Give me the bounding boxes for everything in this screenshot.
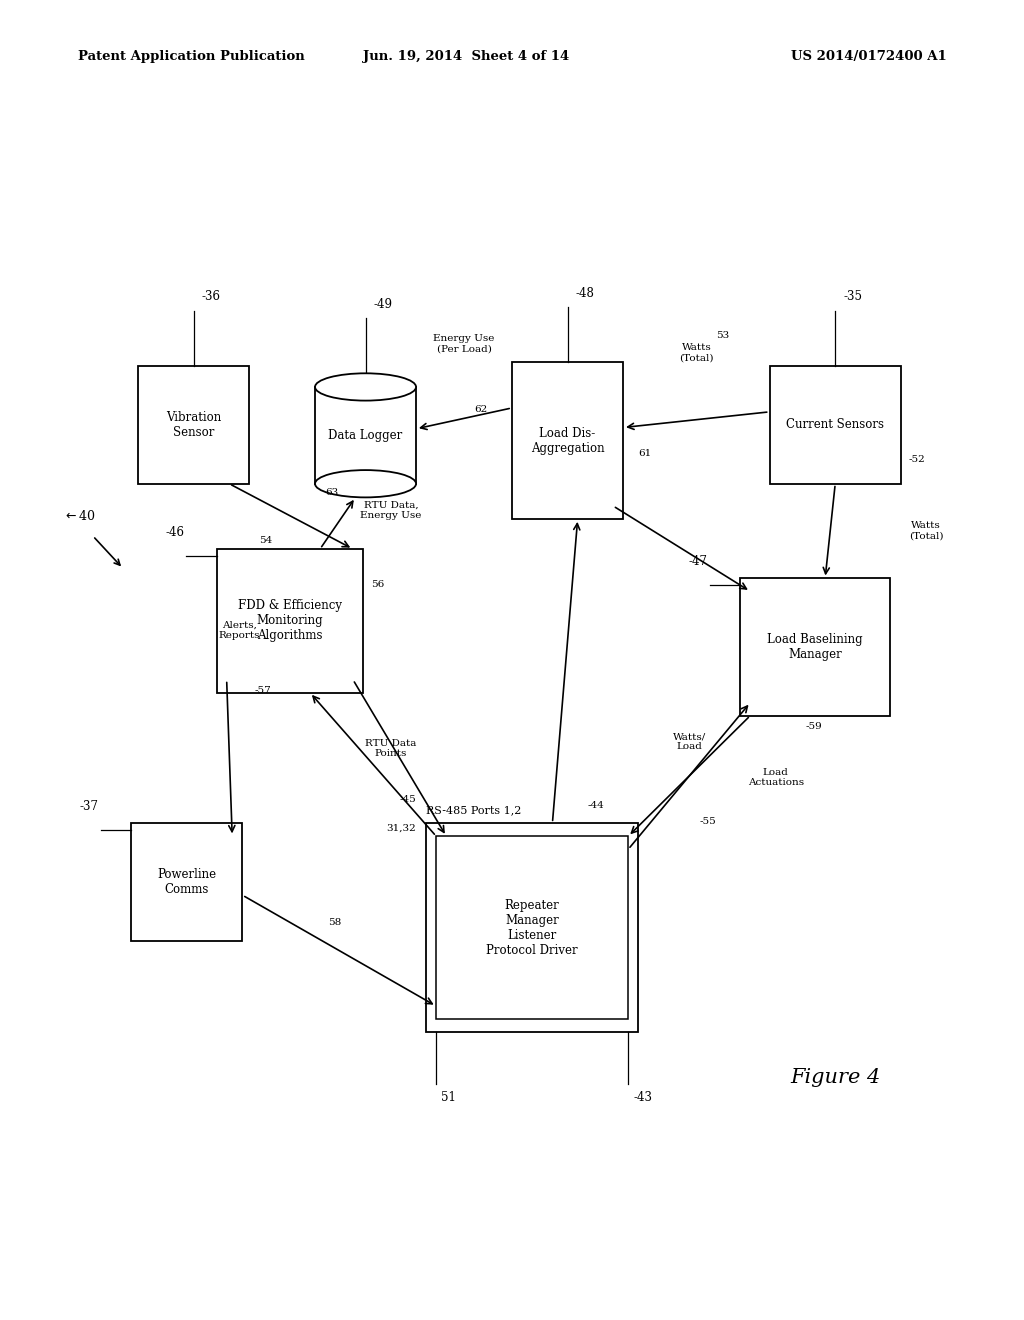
Text: 54: 54	[259, 536, 272, 545]
Text: Data Logger: Data Logger	[329, 429, 402, 442]
Bar	[512, 362, 624, 519]
Text: Load Baselining
Manager: Load Baselining Manager	[767, 632, 863, 661]
Text: -59: -59	[806, 722, 822, 731]
Text: 58: 58	[328, 919, 341, 927]
Text: -47: -47	[689, 554, 708, 568]
Text: Energy Use
(Per Load): Energy Use (Per Load)	[433, 334, 495, 352]
Text: Alerts,
Reports: Alerts, Reports	[219, 620, 260, 640]
Text: -36: -36	[202, 290, 221, 304]
Text: -48: -48	[575, 286, 595, 300]
Text: 31,32: 31,32	[386, 824, 416, 833]
Text: FDD & Efficiency
Monitoring
Algorithms: FDD & Efficiency Monitoring Algorithms	[238, 599, 342, 643]
Text: -45: -45	[399, 795, 416, 804]
Ellipse shape	[315, 470, 416, 498]
Bar	[131, 824, 243, 941]
Bar	[426, 824, 638, 1032]
Text: Jun. 19, 2014  Sheet 4 of 14: Jun. 19, 2014 Sheet 4 of 14	[364, 50, 569, 63]
Text: -49: -49	[374, 297, 392, 310]
Text: Current Sensors: Current Sensors	[786, 418, 885, 432]
Bar	[138, 366, 250, 483]
Bar	[770, 366, 901, 483]
Text: -46: -46	[165, 525, 184, 539]
Text: 51: 51	[441, 1092, 456, 1104]
Text: -43: -43	[633, 1092, 652, 1104]
Bar	[740, 578, 890, 715]
Text: -44: -44	[588, 801, 604, 810]
Text: Vibration
Sensor: Vibration Sensor	[166, 411, 221, 438]
Text: -57: -57	[255, 686, 271, 696]
Text: RS-485 Ports 1,2: RS-485 Ports 1,2	[426, 805, 521, 816]
Text: -37: -37	[80, 800, 99, 813]
Text: $\leftarrow$40: $\leftarrow$40	[63, 508, 96, 523]
Text: -35: -35	[844, 290, 862, 304]
Text: RTU Data
Points: RTU Data Points	[365, 739, 416, 758]
Text: Watts
(Total): Watts (Total)	[679, 343, 714, 362]
Text: 61: 61	[638, 449, 651, 458]
Text: -55: -55	[699, 817, 716, 826]
Text: Patent Application Publication: Patent Application Publication	[78, 50, 304, 63]
Text: Figure 4: Figure 4	[791, 1068, 881, 1088]
Text: 56: 56	[371, 581, 384, 590]
Bar	[315, 387, 416, 483]
Bar	[436, 837, 628, 1019]
Bar	[216, 549, 364, 693]
Text: Powerline
Comms: Powerline Comms	[157, 869, 216, 896]
Text: 63: 63	[326, 488, 338, 498]
Text: Repeater
Manager
Listener
Protocol Driver: Repeater Manager Listener Protocol Drive…	[486, 899, 578, 957]
Text: RTU Data,
Energy Use: RTU Data, Energy Use	[360, 500, 422, 520]
Text: Watts/
Load: Watts/ Load	[673, 733, 706, 751]
Text: US 2014/0172400 A1: US 2014/0172400 A1	[791, 50, 946, 63]
Text: Load Dis-
Aggregation: Load Dis- Aggregation	[530, 426, 604, 454]
Ellipse shape	[315, 374, 416, 400]
Text: -52: -52	[909, 454, 926, 463]
Text: 53: 53	[717, 331, 730, 341]
Text: Load
Actuations: Load Actuations	[748, 768, 804, 787]
Text: 62: 62	[474, 405, 487, 414]
Text: Watts
(Total): Watts (Total)	[909, 521, 943, 541]
